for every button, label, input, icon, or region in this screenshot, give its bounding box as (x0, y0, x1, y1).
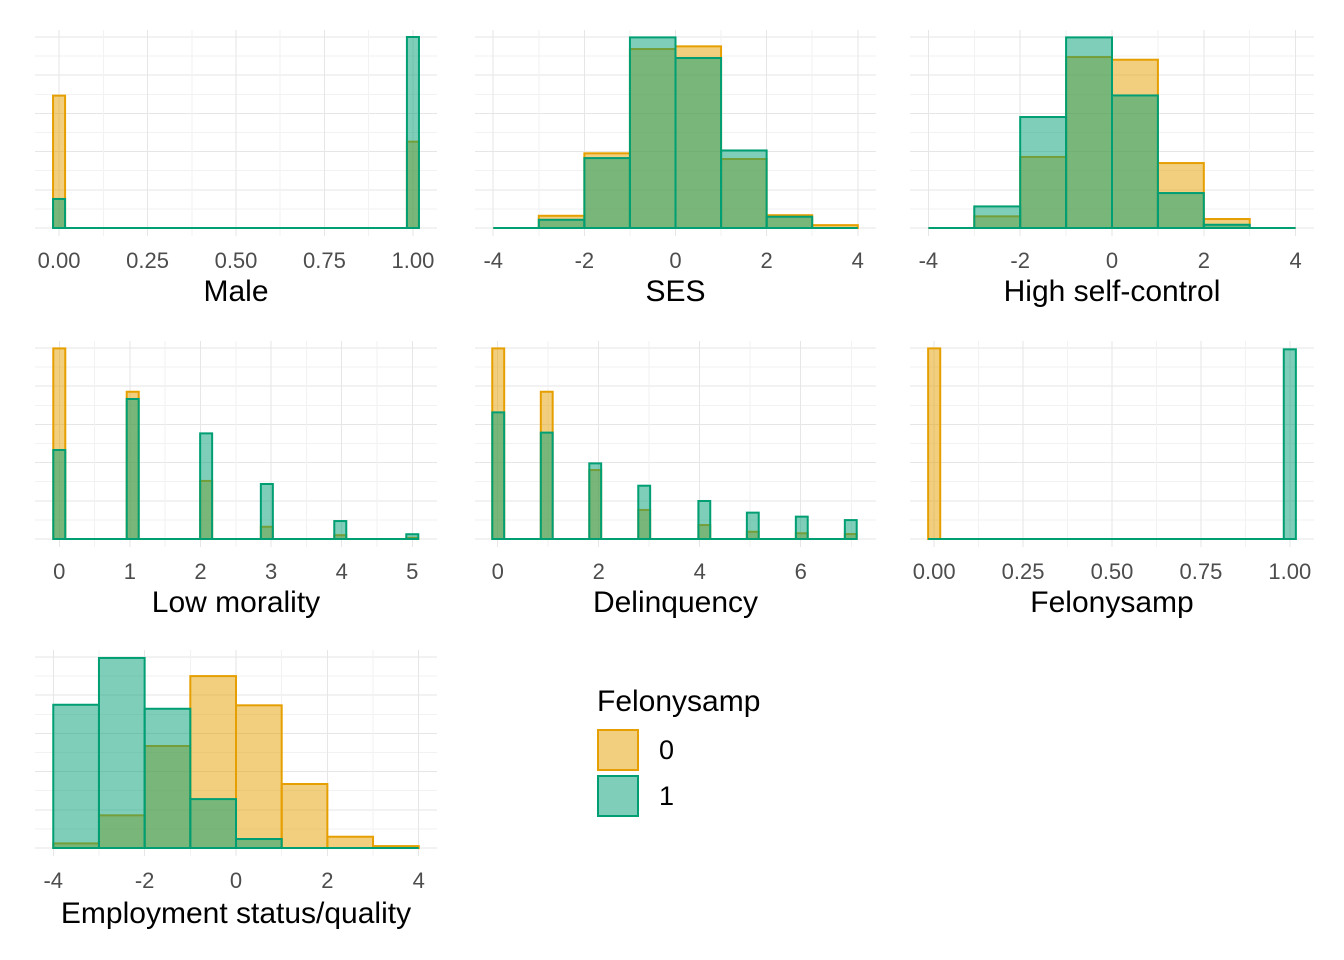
x-axis-title-felonysamp: Felonysamp (1030, 586, 1194, 619)
x-tick-label-delinquency: 2 (592, 559, 605, 584)
x-tick-label-ses: 4 (851, 248, 864, 273)
histogram-panel-delinquency (475, 341, 876, 547)
x-tick-label-employment: 4 (412, 868, 425, 893)
histogram-panel-felonysamp (910, 341, 1314, 547)
x-axis-title-male: Male (203, 275, 269, 308)
x-tick-label-low-morality: 4 (335, 559, 348, 584)
x-tick-label-high-self-control: 2 (1197, 248, 1210, 273)
x-tick-label-employment: 0 (229, 868, 243, 893)
x-tick-label-ses: 2 (760, 248, 773, 273)
x-tick-label-delinquency: 6 (794, 559, 807, 584)
x-tick-label-male: 0.00 (37, 248, 81, 273)
x-tick-label-employment: -2 (134, 868, 155, 893)
legend-key-swatch-1 (597, 775, 639, 817)
histogram-panel-low-morality (35, 341, 437, 547)
x-tick-label-male: 0.25 (126, 248, 169, 273)
x-tick-label-ses: -2 (574, 248, 595, 273)
legend-title: Felonysamp (597, 685, 761, 718)
x-tick-label-ses: -4 (483, 248, 503, 273)
x-tick-label-male: 1.00 (391, 248, 435, 273)
x-tick-label-low-morality: 1 (123, 559, 136, 584)
legend-entry-0: 0 (597, 728, 674, 772)
x-tick-label-low-morality: 2 (194, 559, 207, 584)
x-tick-label-high-self-control: -4 (918, 248, 939, 273)
x-tick-label-felonysamp: 1.00 (1268, 559, 1312, 584)
x-tick-label-ses: 0 (669, 248, 682, 273)
x-tick-label-delinquency: 0 (491, 559, 504, 584)
histogram-panel-male (35, 30, 437, 236)
x-tick-label-high-self-control: 4 (1289, 248, 1302, 273)
x-tick-label-employment: -4 (43, 868, 64, 893)
histogram-panel-ses (475, 30, 876, 236)
x-axis-title-ses: SES (645, 275, 706, 308)
x-tick-label-low-morality: 3 (264, 559, 278, 584)
histogram-panel-high-self-control (910, 30, 1314, 236)
x-tick-label-felonysamp: 0.50 (1090, 559, 1134, 584)
x-tick-label-low-morality: 5 (406, 559, 419, 584)
x-axis-title-employment: Employment status/quality (60, 897, 412, 930)
legend-entry-label-1: 1 (659, 780, 675, 811)
x-tick-label-employment: 2 (321, 868, 334, 893)
x-tick-label-felonysamp: 0.00 (912, 559, 956, 584)
x-axis-title-high-self-control: High self-control (1003, 275, 1221, 308)
x-tick-label-felonysamp: 0.25 (1001, 559, 1045, 584)
histogram-panel-employment (35, 650, 437, 856)
x-tick-label-delinquency: 4 (693, 559, 706, 584)
x-tick-label-male: 0.75 (303, 248, 346, 273)
x-tick-label-low-morality: 0 (53, 559, 66, 584)
x-tick-label-male: 0.50 (214, 248, 258, 273)
legend-entry-1: 1 (597, 774, 674, 818)
legend-entry-label-0: 0 (659, 734, 675, 765)
x-axis-title-low-morality: Low morality (151, 586, 321, 619)
x-tick-label-felonysamp: 0.75 (1179, 559, 1223, 584)
x-tick-label-high-self-control: -2 (1010, 248, 1030, 273)
x-axis-title-delinquency: Delinquency (592, 586, 759, 619)
x-tick-label-high-self-control: 0 (1105, 248, 1119, 273)
legend-key-swatch-0 (597, 729, 639, 771)
